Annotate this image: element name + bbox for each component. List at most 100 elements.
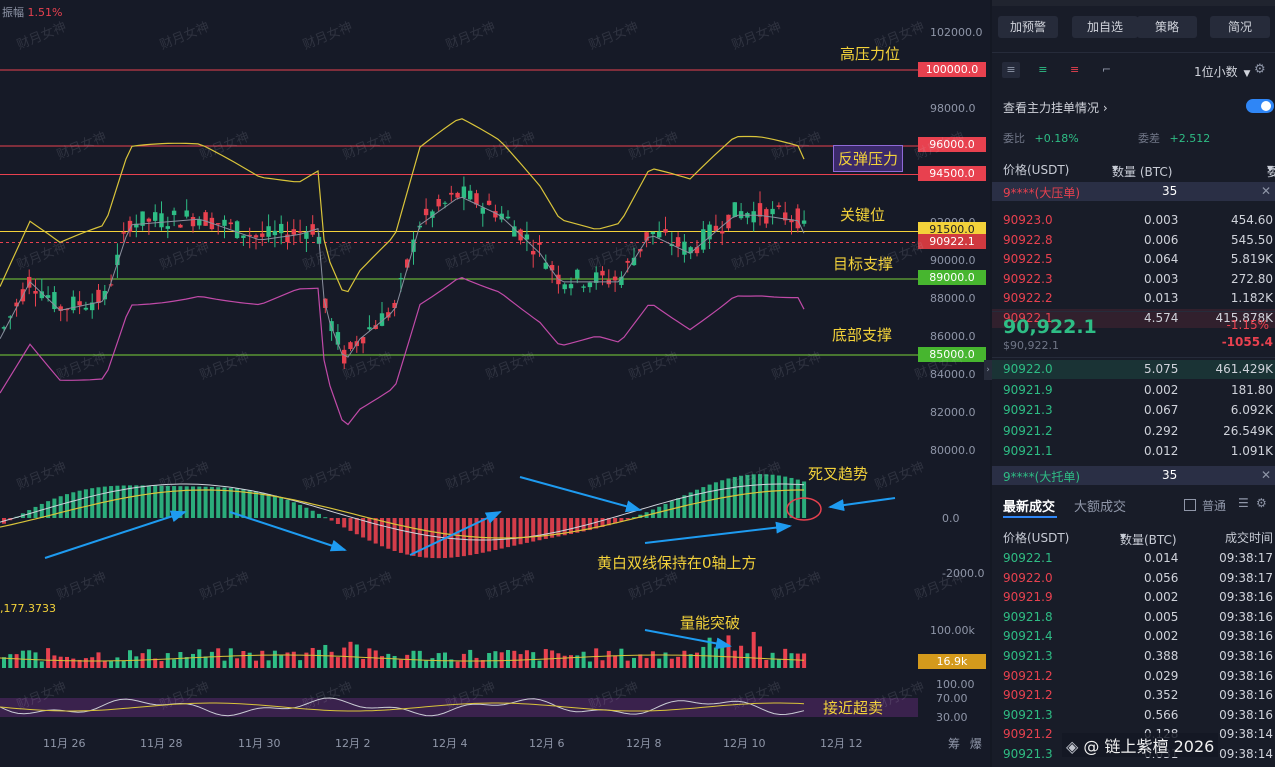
volume-bar [537, 660, 542, 668]
macd-bar [411, 518, 416, 556]
tab-large-trades[interactable]: 大额成交 [1074, 500, 1127, 515]
bid-row[interactable]: 90921.3 0.067 6.092K [992, 401, 1275, 420]
tab-latest-trades[interactable]: 最新成交 [1003, 500, 1056, 515]
both-sides-view-icon[interactable]: ≡ [1002, 62, 1020, 78]
macd-bar [474, 518, 479, 554]
rsi-axis-label: 70.00 [936, 692, 968, 705]
macd-bar [159, 485, 164, 518]
candle-body [543, 262, 548, 269]
bid-row[interactable]: 90922.0 5.075 461.429K [992, 360, 1275, 379]
settings-icon[interactable]: ⚙ [1256, 496, 1267, 510]
trade-row[interactable]: 90922.1 0.014 09:38:17 [992, 549, 1275, 568]
liquidation-icon[interactable]: 爆 [969, 737, 982, 751]
trades-tab-bar: 最新成交 大额成交 普通 ☰ ⚙ [992, 494, 1275, 520]
price-axis-label: 82000.0 [930, 406, 976, 419]
col-total-header[interactable]: 委托额 ▾ [1266, 161, 1275, 179]
candle-body [33, 290, 38, 294]
close-icon[interactable]: ✕ [1260, 468, 1271, 482]
bid-total: 1.091K [1230, 444, 1273, 458]
normal-checkbox[interactable] [1184, 499, 1196, 511]
macd-bar [424, 518, 429, 558]
trade-row[interactable]: 90922.0 0.056 09:38:17 [992, 569, 1275, 588]
ask-row[interactable]: 90922.3 0.003 272.80 [992, 270, 1275, 289]
candle-body [468, 190, 473, 200]
volume-bar [455, 661, 460, 668]
macd-bar [556, 518, 561, 537]
volume-bar [33, 652, 38, 668]
trade-row[interactable]: 90921.3 0.388 09:38:16 [992, 647, 1275, 666]
bid-row[interactable]: 90921.1 0.012 1.091K [992, 442, 1275, 461]
volume-bar [619, 648, 624, 668]
ask-row[interactable]: 90923.0 0.003 454.60 [992, 211, 1275, 230]
macd-bar [594, 518, 599, 529]
settings-icon[interactable]: ⚙ [1254, 62, 1266, 77]
panel-divider[interactable]: › [984, 360, 992, 380]
candle-body [587, 282, 593, 288]
asks-view-icon[interactable]: ≡ [1070, 63, 1080, 76]
view-mode-icons[interactable]: ≡ ≡ ≡ ⌐ [1002, 62, 1115, 80]
volume-bar [518, 654, 523, 668]
bid-total: 26.549K [1223, 423, 1273, 438]
candle-body [531, 250, 536, 255]
close-icon[interactable]: ✕ [1260, 184, 1271, 198]
trade-row[interactable]: 90921.8 0.005 09:38:16 [992, 608, 1275, 627]
big-ask-row[interactable]: 9****(大压单) 35 ✕ [992, 182, 1275, 201]
date-axis-label: 11月 26 [43, 737, 86, 750]
annotation-arrow [519, 476, 642, 513]
macd-bar [569, 518, 573, 535]
add-watchlist-button[interactable]: 加自选 [1072, 16, 1138, 38]
main-orders-toggle-row[interactable]: 查看主力挂单情况 › [1003, 99, 1108, 116]
bid-price: 90921.2 [1003, 423, 1053, 438]
volume-bar [789, 653, 794, 668]
bids-view-icon[interactable]: ≡ [1038, 63, 1048, 76]
ask-qty: 0.003 [1144, 271, 1179, 286]
candle-body [190, 216, 196, 227]
candle-body [430, 211, 435, 218]
ask-row[interactable]: 90922.1 4.574 415.878K [992, 308, 1275, 328]
ask-row[interactable]: 90922.5 0.064 5.819K [992, 250, 1275, 269]
amplitude-readout: 振幅 1.51% [2, 4, 62, 20]
volume-bar [424, 660, 429, 668]
col-qty-header[interactable]: 数量 (BTC) ▾ [1112, 161, 1173, 179]
ask-qty: 4.574 [1144, 310, 1179, 325]
main-orders-toggle[interactable] [1246, 99, 1274, 113]
candle-body [379, 313, 385, 326]
kline-chart-area[interactable]: 102000.098000.096000.092000.090000.08800… [0, 0, 990, 767]
volume-bar [77, 659, 82, 668]
strategy-button[interactable]: 策略 [1137, 16, 1197, 38]
kline-chart-svg[interactable]: 102000.098000.096000.092000.090000.08800… [0, 0, 990, 767]
trade-row[interactable]: 90921.2 0.352 09:38:16 [992, 686, 1275, 705]
big-bid-row[interactable]: 9****(大托单) 35 ✕ [992, 466, 1275, 485]
trade-row[interactable]: 90921.4 0.002 09:38:16 [992, 627, 1275, 646]
trade-time: 09:38:16 [1219, 609, 1273, 624]
chip-distribution-icon[interactable]: 筹 [948, 737, 961, 751]
trade-row[interactable]: 90921.3 0.566 09:38:16 [992, 706, 1275, 725]
candle-body [77, 301, 82, 306]
trade-col-qty[interactable]: 数量(BTC) ▾ [1120, 529, 1177, 547]
candle-body [688, 247, 693, 254]
ask-row[interactable]: 90922.2 0.013 1.182K [992, 289, 1275, 308]
volume-bar [222, 660, 227, 668]
bid-row[interactable]: 90921.9 0.002 181.80 [992, 381, 1275, 400]
ratio-right-value: +2.512 [1169, 132, 1211, 145]
macd-bar [317, 513, 321, 518]
trade-row[interactable]: 90921.2 0.029 09:38:16 [992, 667, 1275, 686]
add-alert-button[interactable]: 加预警 [998, 16, 1058, 38]
candle-body [367, 327, 372, 330]
annotation-death-cross: 死叉趋势 [808, 465, 869, 483]
macd-bar [802, 481, 807, 518]
depth-view-icon[interactable]: ⌐ [1101, 63, 1112, 76]
ask-row[interactable]: 90922.8 0.006 545.50 [992, 231, 1275, 250]
candle-body [562, 284, 567, 290]
macd-bar [96, 487, 101, 518]
trade-row[interactable]: 90921.9 0.002 09:38:16 [992, 588, 1275, 607]
volume-bar [632, 657, 636, 668]
bid-row[interactable]: 90921.2 0.292 26.549K [992, 422, 1275, 441]
filter-icon[interactable]: ☰ [1238, 496, 1249, 510]
macd-bar [329, 518, 334, 521]
bottom-right-icons[interactable]: 筹 爆 [948, 735, 982, 752]
volume-axis-label: 100.00k [930, 624, 975, 637]
overview-button[interactable]: 简况 [1210, 16, 1270, 38]
price-tag-89000: 89000.0 [918, 270, 986, 285]
precision-select[interactable]: 1位小数 ▼ [1194, 63, 1250, 80]
